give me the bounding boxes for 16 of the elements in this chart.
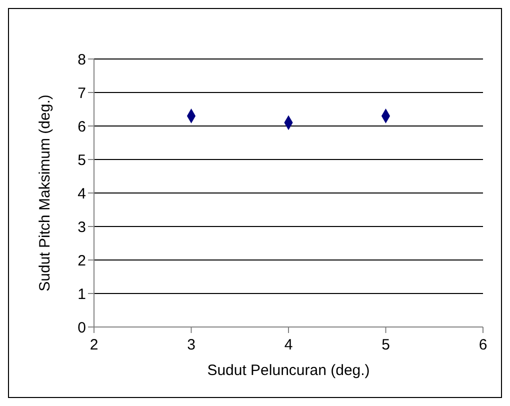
y-tick-label: 1 bbox=[78, 286, 86, 303]
y-tick-label: 3 bbox=[78, 218, 86, 236]
y-tick-label: 5 bbox=[78, 152, 86, 169]
x-tick-label: 6 bbox=[478, 336, 488, 354]
y-tick-label: 6 bbox=[78, 118, 86, 136]
y-tick-label: 2 bbox=[78, 252, 86, 270]
x-axis-title: Sudut Peluncuran (deg.) bbox=[207, 362, 370, 379]
x-tick-label: 3 bbox=[187, 336, 196, 354]
y-axis-title: Sudut Pitch Maksimum (deg.) bbox=[36, 94, 54, 292]
x-tick-label: 4 bbox=[284, 336, 293, 354]
y-tick-label: 7 bbox=[78, 84, 86, 102]
y-tick-label: 4 bbox=[78, 185, 86, 202]
y-tick-label: 8 bbox=[78, 51, 86, 68]
x-tick-label: 5 bbox=[382, 336, 390, 354]
x-tick-label: 2 bbox=[90, 336, 98, 354]
y-tick-label: 0 bbox=[78, 319, 86, 336]
